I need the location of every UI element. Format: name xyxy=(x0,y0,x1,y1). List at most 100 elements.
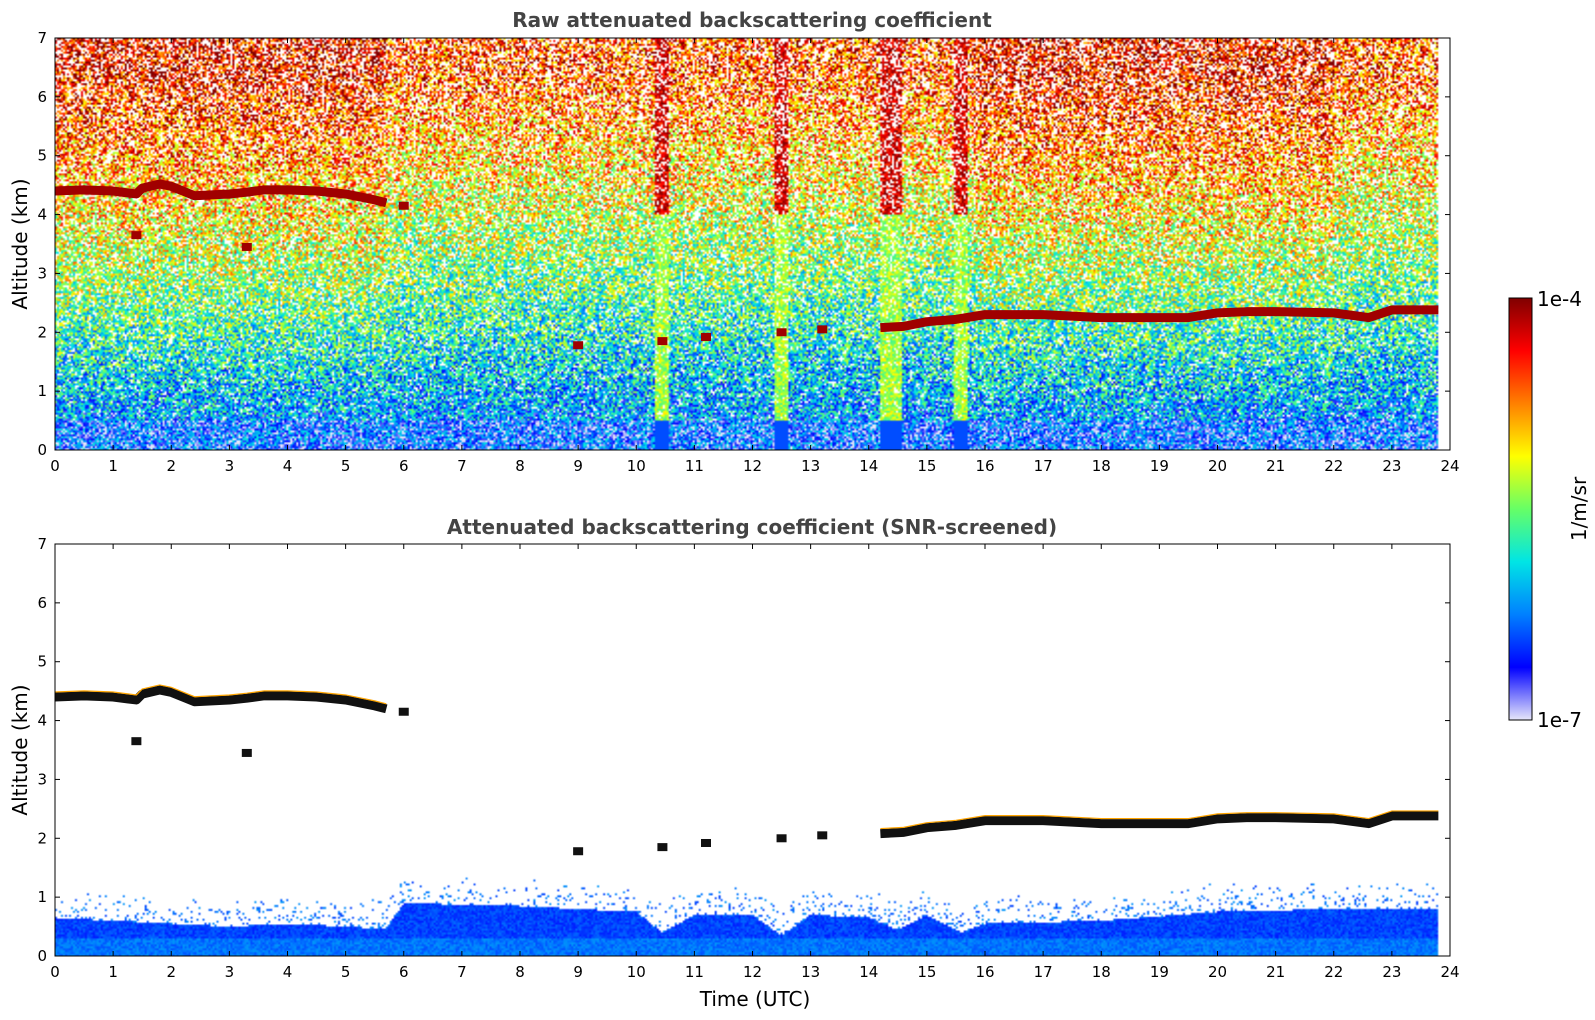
xtick-label: 23 xyxy=(1382,963,1401,981)
cloud-patch-0 xyxy=(131,737,142,746)
xtick-label: 5 xyxy=(341,963,351,981)
ytick-label: 3 xyxy=(37,770,47,788)
ytick-label: 7 xyxy=(37,535,47,553)
xtick-label: 1 xyxy=(108,963,118,981)
xtick-label: 1 xyxy=(108,457,118,475)
xtick-label: 0 xyxy=(50,963,60,981)
panel-raw-ticks: 0 1 2 3 4 5 6 7 8 9 10 11 12 13 14 15 16 17 18 19 20 21 22 23 24… xyxy=(37,29,1459,475)
cloud-patch-6 xyxy=(776,328,787,337)
xtick-label: 7 xyxy=(457,963,467,981)
xtick-label: 22 xyxy=(1324,457,1343,475)
heatmap-field xyxy=(55,544,1450,956)
colorbar-unit-label: 1/m/sr xyxy=(1567,476,1591,541)
ytick-label: 5 xyxy=(37,653,47,671)
colorbar-min-label: 1e-7 xyxy=(1537,708,1582,732)
xtick-label: 6 xyxy=(399,457,409,475)
panel-screened: Attenuated backscattering coefficient (S… xyxy=(8,515,1460,1011)
xtick-label: 14 xyxy=(859,963,878,981)
cloud-patch-0 xyxy=(131,231,142,240)
ytick-label: 4 xyxy=(37,712,47,730)
xtick-label: 19 xyxy=(1150,457,1169,475)
cloud-patch-1 xyxy=(241,242,252,251)
ytick-label: 2 xyxy=(37,323,47,341)
xtick-label: 6 xyxy=(399,963,409,981)
panel-raw-ylabel: Altitude (km) xyxy=(8,178,32,309)
xtick-label: 5 xyxy=(341,457,351,475)
cloud-layer-1 xyxy=(880,305,1439,333)
panel-raw: Raw attenuated backscattering coefficien… xyxy=(8,8,1460,475)
xtick-label: 11 xyxy=(685,963,704,981)
xtick-label: 17 xyxy=(1034,457,1053,475)
colorbar-max-label: 1e-4 xyxy=(1537,287,1582,311)
xtick-label: 7 xyxy=(457,457,467,475)
ytick-label: 1 xyxy=(37,382,47,400)
xtick-label: 11 xyxy=(685,457,704,475)
ytick-label: 6 xyxy=(37,88,47,106)
xtick-label: 0 xyxy=(50,457,60,475)
xtick-label: 14 xyxy=(859,457,878,475)
cloud-patch-4 xyxy=(657,337,668,346)
cloud-layer-edge-0 xyxy=(55,684,387,705)
xtick-label: 19 xyxy=(1150,963,1169,981)
xtick-label: 24 xyxy=(1440,963,1459,981)
xtick-label: 9 xyxy=(573,457,583,475)
cloud-patch-3 xyxy=(573,341,584,350)
panel-raw-plot xyxy=(55,38,1450,450)
xtick-label: 2 xyxy=(166,963,176,981)
panel-screened-ticks: 0 1 2 3 4 5 6 7 8 9 10 11 12 13 14 15 16 17 18 19 20 21 22 23 24… xyxy=(37,535,1459,981)
cloud-patch-2 xyxy=(398,201,409,210)
xtick-label: 12 xyxy=(743,457,762,475)
cloud-layer-0 xyxy=(55,685,388,714)
cloud-patch-2 xyxy=(398,707,409,716)
xtick-label: 13 xyxy=(801,457,820,475)
cloud-patch-3 xyxy=(573,847,584,856)
ytick-label: 0 xyxy=(37,441,47,459)
xtick-label: 3 xyxy=(225,457,235,475)
xtick-label: 20 xyxy=(1208,963,1227,981)
xtick-label: 4 xyxy=(283,963,293,981)
colorbar: 1e-4 1e-7 1/m/sr xyxy=(1508,287,1591,732)
cloud-patch-1 xyxy=(241,748,252,757)
cloud-patch-7 xyxy=(817,325,828,334)
xtick-label: 18 xyxy=(1092,457,1111,475)
colorbar-gradient xyxy=(1508,297,1533,721)
xtick-label: 24 xyxy=(1440,457,1459,475)
xtick-label: 13 xyxy=(801,963,820,981)
panel-screened-ylabel: Altitude (km) xyxy=(8,684,32,815)
xtick-label: 20 xyxy=(1208,457,1227,475)
ytick-label: 2 xyxy=(37,829,47,847)
xtick-label: 16 xyxy=(975,963,994,981)
xtick-label: 3 xyxy=(225,963,235,981)
ytick-label: 1 xyxy=(37,888,47,906)
xtick-label: 4 xyxy=(283,457,293,475)
xtick-label: 21 xyxy=(1266,457,1285,475)
xtick-label: 8 xyxy=(515,963,525,981)
cloud-layer-1 xyxy=(880,811,1439,839)
panel-raw-title: Raw attenuated backscattering coefficien… xyxy=(512,8,992,32)
xtick-label: 21 xyxy=(1266,963,1285,981)
ytick-label: 6 xyxy=(37,594,47,612)
ytick-label: 0 xyxy=(37,947,47,965)
ytick-label: 3 xyxy=(37,264,47,282)
xtick-label: 10 xyxy=(627,963,646,981)
xtick-label: 8 xyxy=(515,457,525,475)
cloud-patch-4 xyxy=(657,843,668,852)
xtick-label: 12 xyxy=(743,963,762,981)
cloud-layer-edge-1 xyxy=(880,810,1439,830)
ytick-label: 5 xyxy=(37,147,47,165)
panel-screened-plot xyxy=(55,544,1450,956)
cloud-patch-5 xyxy=(701,332,711,341)
xtick-label: 17 xyxy=(1034,963,1053,981)
cloud-layer-0 xyxy=(55,179,388,208)
panel-screened-xlabel: Time (UTC) xyxy=(699,987,811,1011)
xtick-label: 15 xyxy=(917,963,936,981)
xtick-label: 23 xyxy=(1382,457,1401,475)
xtick-label: 15 xyxy=(917,457,936,475)
cloud-patch-5 xyxy=(701,838,711,847)
xtick-label: 10 xyxy=(627,457,646,475)
xtick-label: 9 xyxy=(573,963,583,981)
panel-screened-title: Attenuated backscattering coefficient (S… xyxy=(447,515,1057,539)
heatmap-field xyxy=(55,38,1450,450)
xtick-label: 16 xyxy=(975,457,994,475)
